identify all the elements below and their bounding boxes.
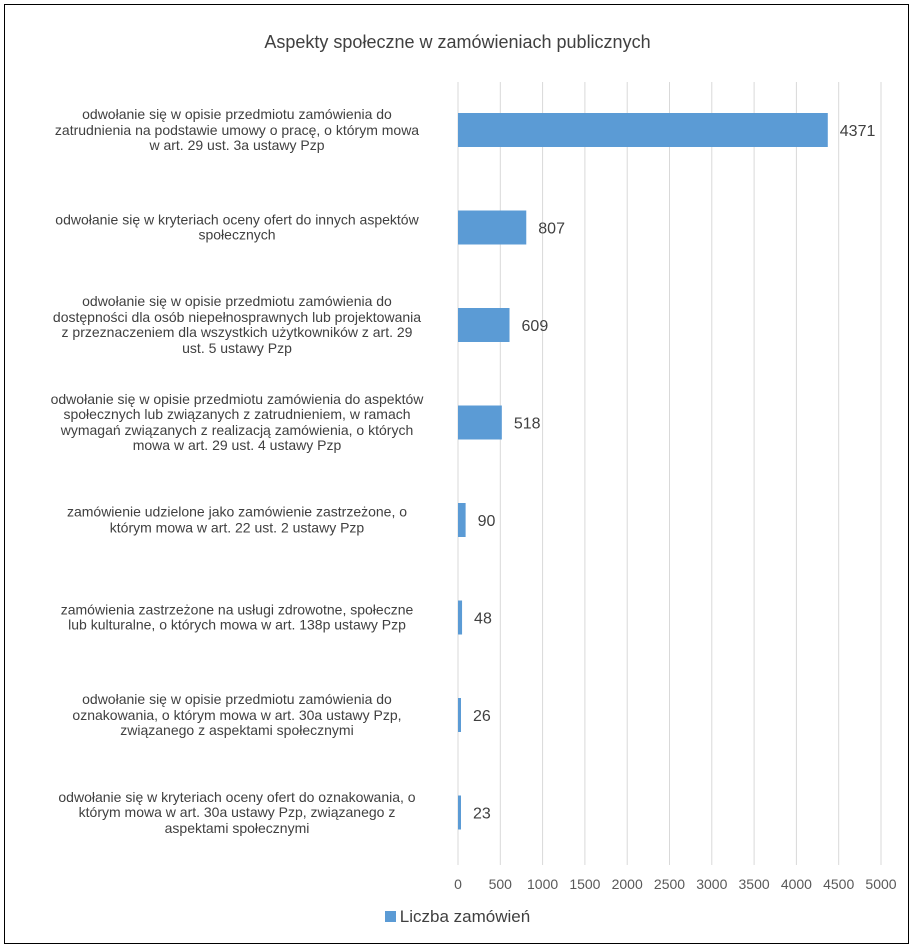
bar xyxy=(458,503,466,537)
legend-swatch xyxy=(384,911,396,922)
x-tick-label: 2000 xyxy=(612,876,643,892)
x-tick-label: 5000 xyxy=(865,876,896,892)
data-label: 609 xyxy=(522,318,549,335)
chart-frame xyxy=(4,4,909,944)
category-label-line: którym mowa w art. 30a ustawy Pzp, związ… xyxy=(78,803,396,820)
category-label-line: z przeznaczeniem dla wszystkich użytkown… xyxy=(61,324,413,340)
bar xyxy=(458,405,502,440)
category-label-line: zamówienia zastrzeżone na usługi zdrowot… xyxy=(60,601,414,617)
category-label-line: wymagań związanych z realizacją zamówien… xyxy=(60,421,414,438)
data-label: 518 xyxy=(514,416,541,433)
x-tick-label: 500 xyxy=(489,876,513,892)
legend-label: Liczba zamówień xyxy=(399,907,531,926)
legend: Liczba zamówień xyxy=(0,907,915,927)
category-label: odwołanie się w kryteriach oceny ofert d… xyxy=(24,789,450,836)
category-label-line: społecznych xyxy=(198,226,276,243)
category-label-line: lub kulturalne, o których mowa w art. 13… xyxy=(68,616,406,633)
bar xyxy=(458,308,510,342)
x-tick-label: 3500 xyxy=(739,876,770,892)
category-label: odwołanie się w opisie przedmiotu zamówi… xyxy=(24,390,450,454)
category-label-line: którym mowa w art. 22 ust. 2 ustawy Pzp xyxy=(109,519,365,535)
category-label-line: oznakowania, o którym mowa w art. 30a us… xyxy=(72,706,402,723)
x-tick-label: 1500 xyxy=(569,876,600,892)
category-label-line: w art. 29 ust. 3a ustawy Pzp xyxy=(149,136,325,153)
category-label-line: związanego z aspektami społecznymi xyxy=(120,721,354,738)
category-label-line: odwołanie się w opisie przedmiotu zamówi… xyxy=(82,690,392,707)
category-label-line: odwołanie się w opisie przedmiotu zamówi… xyxy=(82,105,392,122)
category-label-line: odwołanie się w kryteriach oceny ofert d… xyxy=(55,211,419,227)
category-label: odwołanie się w opisie przedmiotu zamówi… xyxy=(24,690,450,739)
category-label: odwołanie się w kryteriach oceny ofert d… xyxy=(24,211,450,243)
x-tick-label: 3000 xyxy=(696,876,727,892)
bar xyxy=(458,698,461,732)
x-tick-label: 4500 xyxy=(823,876,854,892)
data-label: 26 xyxy=(473,708,491,725)
category-label: odwołanie się w opisie przedmiotu zamówi… xyxy=(24,293,450,356)
bar xyxy=(458,210,527,245)
category-label-line: odwołanie się w opisie przedmiotu zamówi… xyxy=(50,390,424,407)
category-label-line: mowa w art. 29 ust. 4 ustawy Pzp xyxy=(132,437,342,453)
x-tick-label: 0 xyxy=(454,876,462,892)
category-label-line: odwołanie się w opisie przedmiotu zamówi… xyxy=(82,293,392,309)
category-label: zamówienia zastrzeżone na usługi zdrowot… xyxy=(24,601,450,633)
category-label: odwołanie się w opisie przedmiotu zamówi… xyxy=(24,105,450,154)
data-label: 90 xyxy=(478,513,496,530)
chart-title: Aspekty społeczne w zamówieniach publicz… xyxy=(264,32,651,52)
bar xyxy=(458,795,461,830)
category-label-line: aspektami społecznymi xyxy=(164,819,310,836)
x-tick-label: 2500 xyxy=(654,876,685,892)
category-label-line: zamówienie udzielone jako zamówienie zas… xyxy=(66,503,408,520)
data-label: 48 xyxy=(474,611,492,628)
category-label-line: odwołanie się w kryteriach oceny ofert d… xyxy=(58,788,416,805)
x-tick-label: 1000 xyxy=(527,876,558,892)
data-label: 807 xyxy=(538,221,565,238)
bar xyxy=(458,600,463,635)
category-label-line: zatrudnienia na podstawie umowy o pracę,… xyxy=(54,121,420,138)
category-label-line: ust. 5 ustawy Pzp xyxy=(182,339,292,356)
category-label: zamówienie udzielone jako zamówienie zas… xyxy=(24,503,450,536)
category-label-line: dostępności dla osób niepełnosprawnych l… xyxy=(52,308,422,325)
data-label: 23 xyxy=(473,806,491,823)
data-label: 4371 xyxy=(840,123,876,140)
x-tick-label: 4000 xyxy=(781,876,812,892)
category-label-line: społecznych lub związanych z zatrudnieni… xyxy=(63,406,411,422)
bar xyxy=(458,113,828,147)
